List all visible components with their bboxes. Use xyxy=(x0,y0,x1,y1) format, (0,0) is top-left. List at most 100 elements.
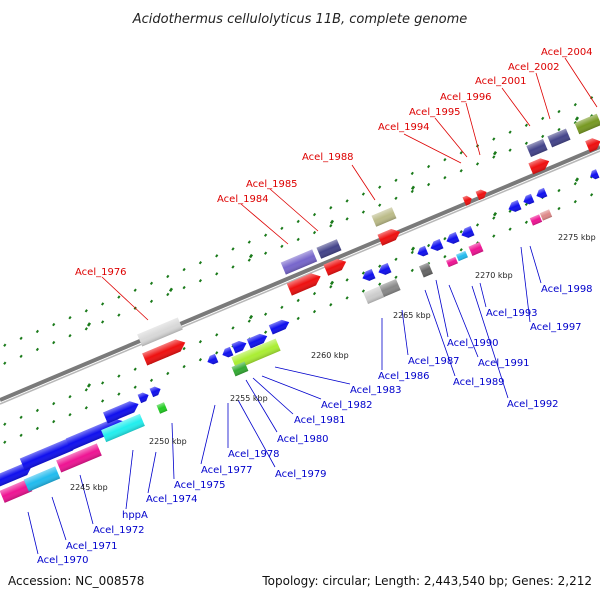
gene-label[interactable]: Acel_1981 xyxy=(294,415,346,426)
gene-label[interactable]: Acel_1988 xyxy=(302,152,354,163)
gene-label[interactable]: Acel_2001 xyxy=(475,76,527,87)
gene-feature xyxy=(547,128,571,148)
gene-label[interactable]: Acel_1978 xyxy=(228,449,280,460)
track-dot xyxy=(557,109,561,114)
gene-label[interactable]: Acel_1971 xyxy=(66,541,118,552)
gene-label[interactable]: Acel_1970 xyxy=(37,555,89,566)
gene-feature xyxy=(280,249,318,275)
leader-line xyxy=(471,285,509,399)
track-dot xyxy=(426,164,431,169)
gene-feature-shade xyxy=(231,361,249,377)
gene-label[interactable]: Acel_2002 xyxy=(508,62,560,73)
gene-feature xyxy=(0,463,32,487)
gene-label[interactable]: hppA xyxy=(122,510,148,521)
track-dot xyxy=(394,196,398,200)
gene-feature-shade xyxy=(103,401,139,424)
track-dot xyxy=(329,303,333,307)
gene-label[interactable]: Acel_1993 xyxy=(486,308,538,319)
track-dot xyxy=(524,202,529,206)
track-dot xyxy=(215,333,219,337)
gene-feature xyxy=(468,242,484,256)
track-dot xyxy=(166,371,170,376)
gene-feature xyxy=(231,338,281,370)
gene-label[interactable]: Acel_1989 xyxy=(453,377,505,388)
track-dot xyxy=(68,316,72,320)
gene-feature xyxy=(419,262,433,278)
track-dot xyxy=(231,247,235,251)
track-dot xyxy=(492,155,496,159)
leader-line xyxy=(465,102,481,156)
gene-label[interactable]: Acel_1976 xyxy=(75,267,127,278)
gene-label[interactable]: Acel_1987 xyxy=(408,356,460,367)
track-dot xyxy=(459,248,463,252)
gene-label[interactable]: Acel_1997 xyxy=(530,322,582,333)
track-dot xyxy=(263,312,268,316)
gene-feature xyxy=(286,273,321,296)
gene-feature-shade xyxy=(547,128,571,148)
gene-label[interactable]: Acel_1980 xyxy=(277,434,329,445)
gene-label[interactable]: Acel_1992 xyxy=(507,399,559,410)
gene-label[interactable]: Acel_1985 xyxy=(246,179,298,190)
tick-label: 2260 kbp xyxy=(311,351,349,360)
gene-label[interactable]: Acel_1974 xyxy=(146,494,198,505)
gene-label[interactable]: Acel_1996 xyxy=(440,92,492,103)
gene-feature xyxy=(461,226,475,238)
track-dot xyxy=(410,171,414,176)
track-dot xyxy=(52,401,56,406)
track-dot xyxy=(378,185,382,189)
gene-label[interactable]: Acel_1998 xyxy=(541,284,593,295)
track-dot xyxy=(215,254,219,258)
track-dot xyxy=(329,206,333,210)
gene-feature-shade xyxy=(207,353,219,365)
gene-label[interactable]: Acel_1975 xyxy=(174,480,226,491)
leader-line xyxy=(403,133,462,164)
track-dot xyxy=(459,230,463,234)
track-dot xyxy=(247,258,251,262)
leader-line xyxy=(434,117,468,158)
gene-label[interactable]: Acel_1984 xyxy=(217,194,269,205)
gene-label[interactable]: Acel_2004 xyxy=(541,47,593,58)
gene-feature-shade xyxy=(574,113,600,135)
track-dot xyxy=(345,296,349,300)
gene-feature-shade xyxy=(377,228,401,246)
track-dot xyxy=(263,251,268,255)
map-title: Acidothermus cellulolyticus 11B, complet… xyxy=(132,12,468,27)
gene-label[interactable]: Acel_1995 xyxy=(409,107,461,118)
track-dot xyxy=(410,189,414,194)
gene-label[interactable]: Acel_1991 xyxy=(478,358,530,369)
gene-label[interactable]: Acel_1983 xyxy=(350,385,402,396)
gene-feature xyxy=(362,269,376,281)
track-dot xyxy=(426,182,431,187)
leader-line xyxy=(351,164,376,201)
track-dot xyxy=(524,220,529,224)
track-dot xyxy=(443,236,447,241)
gene-feature-shade xyxy=(23,466,61,492)
gene-label[interactable]: Acel_1994 xyxy=(378,122,430,133)
gene-feature-shade xyxy=(246,333,268,349)
track-dot xyxy=(524,123,529,127)
gene-label[interactable]: Acel_1977 xyxy=(201,465,253,476)
gene-label[interactable]: Acel_1979 xyxy=(275,469,327,480)
gene-feature xyxy=(207,353,219,365)
gene-feature xyxy=(149,386,161,398)
track-dot xyxy=(3,440,7,444)
gene-feature xyxy=(526,138,548,158)
gene-feature xyxy=(377,228,401,246)
track-dot xyxy=(492,234,496,238)
gene-label[interactable]: Acel_1986 xyxy=(378,371,430,382)
track-dot xyxy=(117,392,121,396)
track-dot xyxy=(589,193,594,197)
kbp-tick-mark xyxy=(329,280,335,286)
gene-feature xyxy=(585,138,600,153)
gene-label[interactable]: Acel_1972 xyxy=(93,525,145,536)
gene-label[interactable]: Acel_1982 xyxy=(321,400,373,411)
track-dot xyxy=(345,278,349,282)
gene-feature-shade xyxy=(462,195,472,206)
track-dot xyxy=(182,285,186,290)
kbp-tick-labels: 2245 kbp 2250 kbp 2255 kbp 2260 kbp 2265… xyxy=(70,233,596,492)
gene-label[interactable]: Acel_1990 xyxy=(447,338,499,349)
track-dot xyxy=(296,219,300,224)
gene-feature xyxy=(363,285,385,305)
track-dot xyxy=(19,415,23,420)
track-dot xyxy=(557,206,561,211)
